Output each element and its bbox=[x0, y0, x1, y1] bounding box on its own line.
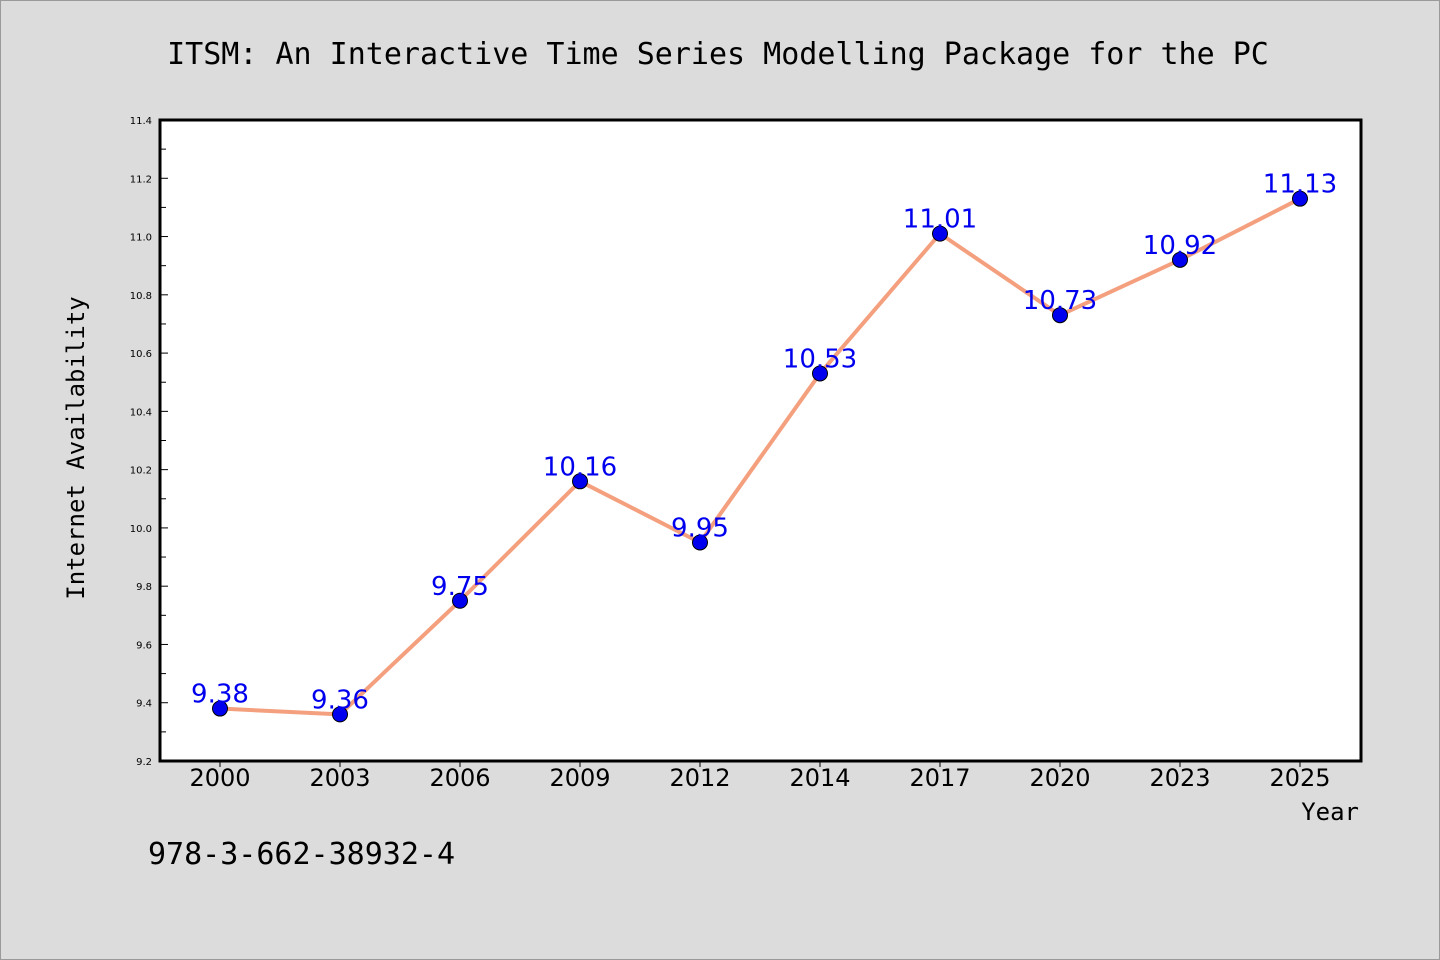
plot-area bbox=[158, 118, 1363, 763]
y-tick-label: 9.4 bbox=[136, 699, 152, 710]
chart-title: ITSM: An Interactive Time Series Modelli… bbox=[167, 37, 1269, 72]
y-tick-label: 9.2 bbox=[136, 757, 152, 768]
data-point-marker bbox=[932, 225, 948, 242]
data-point-marker bbox=[572, 473, 588, 490]
x-tick-label: 2000 bbox=[189, 764, 250, 792]
data-point-label: 9.95 bbox=[671, 513, 729, 543]
data-point-label: 9.38 bbox=[191, 680, 249, 710]
data-point-marker bbox=[1292, 190, 1308, 207]
data-point-label: 9.75 bbox=[431, 572, 489, 602]
y-tick-label: 10.2 bbox=[130, 466, 152, 477]
y-tick-label: 11.2 bbox=[130, 174, 152, 185]
y-tick-label: 9.8 bbox=[136, 582, 152, 593]
x-tick-label: 2025 bbox=[1269, 764, 1330, 792]
y-axis-ticks: 9.2 9.4 9.6 9.8 10.0 10.2 10.4 10.6 10.8 11.0 11.2… bbox=[130, 116, 168, 768]
data-point-marker bbox=[692, 534, 708, 551]
data-point-label: 10.53 bbox=[783, 344, 857, 374]
data-point-label: 10.16 bbox=[543, 452, 617, 482]
data-point-label: 9.36 bbox=[311, 685, 369, 715]
data-point-marker bbox=[332, 706, 348, 723]
x-tick-label: 2003 bbox=[309, 764, 370, 792]
data-point-marker bbox=[212, 700, 228, 717]
x-tick-label: 2014 bbox=[789, 764, 850, 792]
x-tick-label: 2012 bbox=[669, 764, 730, 792]
data-point-label: 10.92 bbox=[1143, 231, 1217, 261]
y-tick-label: 11.0 bbox=[130, 233, 152, 244]
series-markers bbox=[212, 190, 1308, 723]
data-point-marker bbox=[1052, 307, 1068, 324]
y-tick-label: 11.4 bbox=[130, 116, 152, 127]
x-axis-title: Year bbox=[1301, 798, 1359, 826]
y-tick-label: 10.0 bbox=[130, 524, 152, 535]
y-tick-label: 9.6 bbox=[136, 640, 152, 651]
y-tick-label: 10.6 bbox=[130, 349, 152, 360]
x-tick-label: 2020 bbox=[1029, 764, 1090, 792]
y-tick-label: 10.4 bbox=[130, 407, 152, 418]
y-tick-label: 10.8 bbox=[130, 291, 152, 302]
data-point-marker bbox=[452, 592, 468, 609]
x-tick-label: 2023 bbox=[1149, 764, 1210, 792]
x-tick-label: 2009 bbox=[549, 764, 610, 792]
series-line bbox=[218, 196, 1302, 717]
x-tick-label: 2006 bbox=[429, 764, 490, 792]
series-line-group bbox=[218, 196, 1302, 717]
data-point-label: 11.13 bbox=[1263, 170, 1337, 200]
data-point-label: 11.01 bbox=[903, 205, 977, 235]
x-tick-label: 2017 bbox=[909, 764, 970, 792]
data-point-label: 10.73 bbox=[1023, 286, 1097, 316]
data-point-marker bbox=[812, 365, 828, 382]
isbn-footer: 978-3-662-38932-4 bbox=[148, 837, 455, 872]
data-labels: 9.38 9.36 9.75 10.16 9.95 10.53 11.01 10.73 10.9… bbox=[191, 170, 1337, 716]
x-axis-ticks: 2000 2003 2006 2009 2012 2014 2017 2020 2023 2025 bbox=[189, 761, 1331, 792]
data-point-marker bbox=[1172, 251, 1188, 268]
y-axis-title: Internet Availability bbox=[62, 296, 90, 599]
